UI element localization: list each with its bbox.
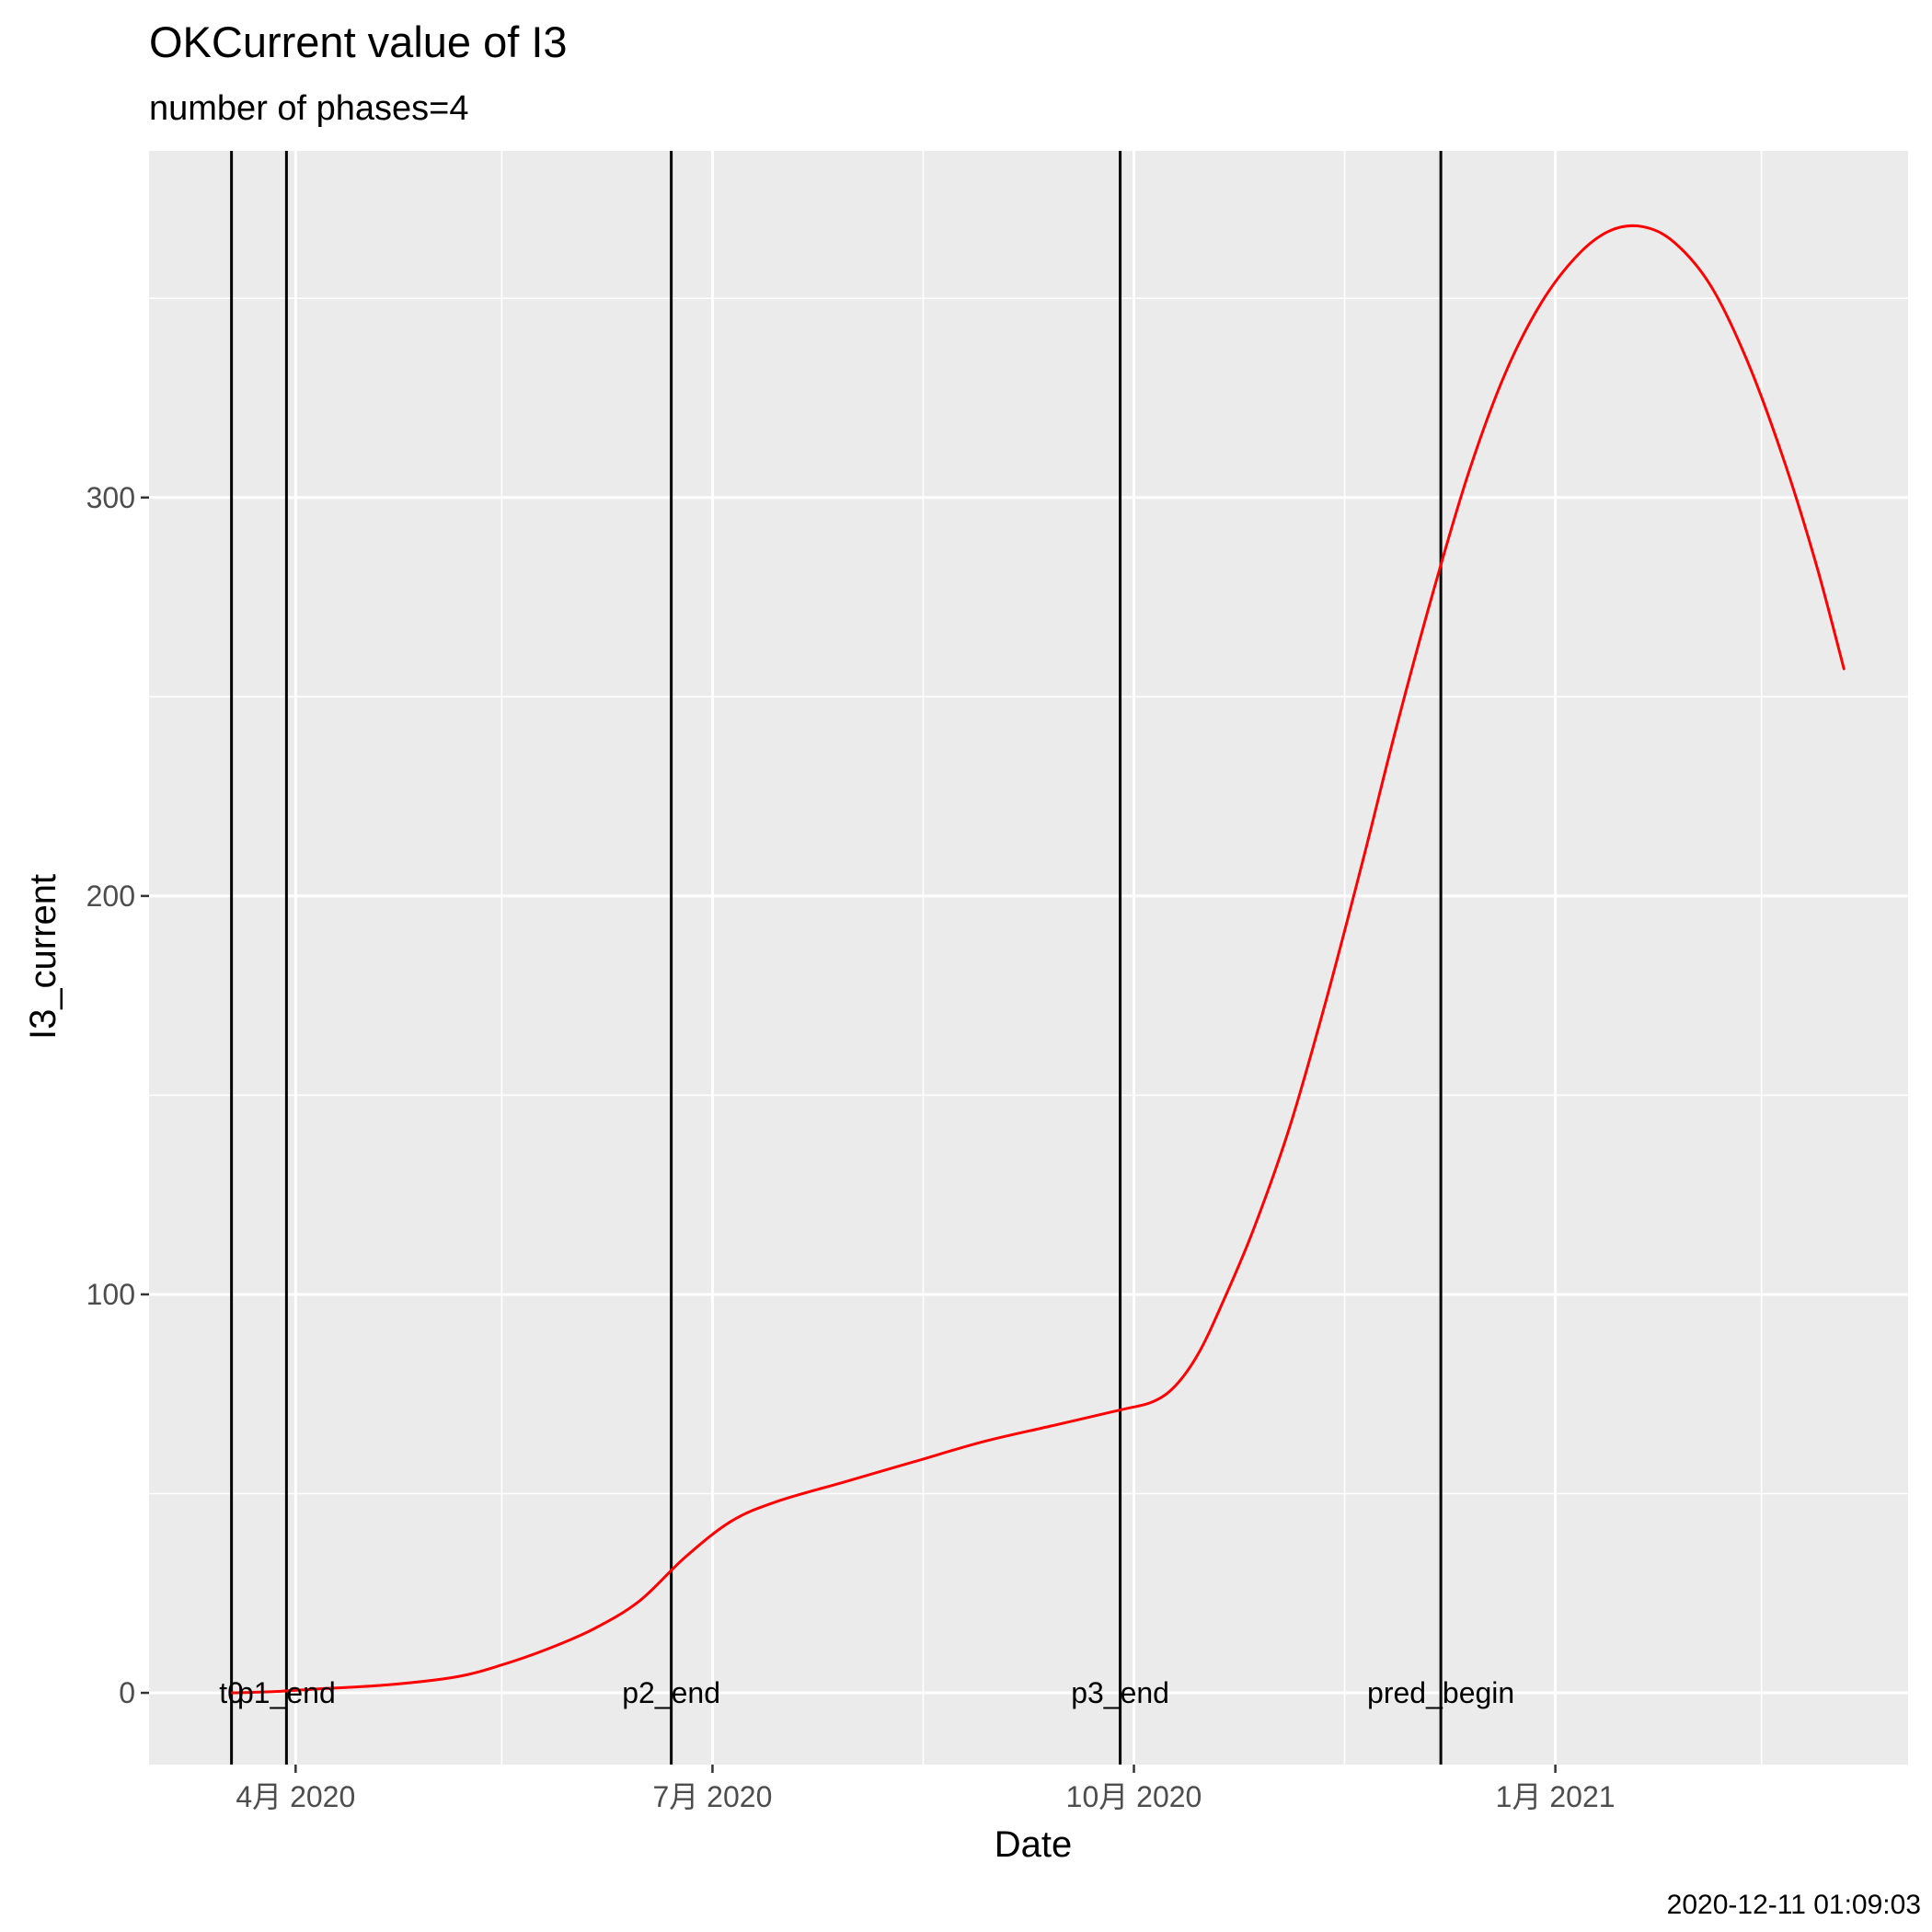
chart-title: OKCurrent value of I3 [149, 17, 568, 66]
y-tick-label: 200 [86, 880, 135, 913]
phase-lines [230, 151, 1443, 1765]
y-tick-label: 300 [86, 481, 135, 514]
axes: 0 100 200 300 4月 2020 7月 2020 10月 2020 1月 2021 [86, 481, 1616, 1813]
phase-label-p1_end: p1_end [237, 1676, 336, 1709]
x-axis-title: Date [995, 1824, 1073, 1865]
plot-panel [149, 151, 1908, 1765]
series-line-0 [230, 224, 1846, 1695]
phase-label-t0: t0 [219, 1676, 244, 1709]
phase-label-p2_end: p2_end [622, 1676, 720, 1709]
y-axis-title: I3_current [23, 874, 63, 1040]
y-tick-label: 0 [119, 1676, 135, 1709]
phase-label-pred_begin: pred_begin [1367, 1676, 1514, 1709]
grid [149, 151, 1908, 1765]
x-tick-label: 10月 2020 [1066, 1780, 1202, 1813]
x-tick-label: 7月 2020 [652, 1780, 772, 1813]
phase-label-p3_end: p3_end [1071, 1676, 1169, 1709]
chart-subtitle: number of phases=4 [149, 89, 469, 128]
y-tick-label: 100 [86, 1278, 135, 1311]
chart-caption: 2020-12-11 01:09:03 [1667, 1890, 1921, 1920]
x-tick-label: 1月 2021 [1496, 1780, 1616, 1813]
series [230, 224, 1846, 1695]
x-tick-label: 4月 2020 [236, 1780, 355, 1813]
